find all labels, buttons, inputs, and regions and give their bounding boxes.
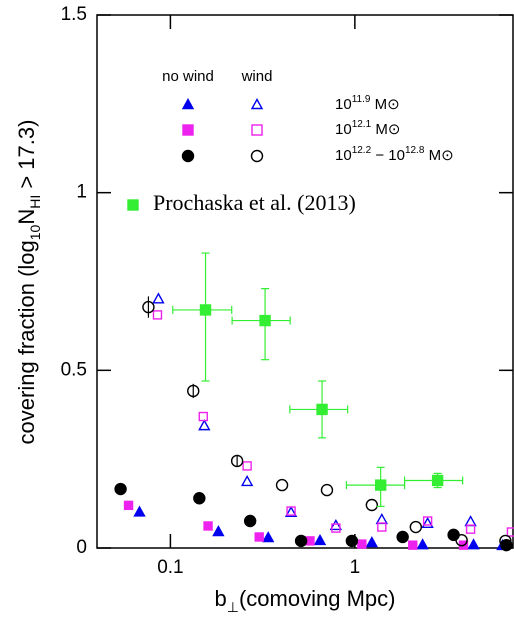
legend-row-label-part: 10 [335,96,352,113]
data-point [254,532,264,542]
data-point [377,522,387,532]
legend-row-label-part: M⊙ [370,96,399,113]
y-axis-label-part: N [14,209,39,225]
data-point [365,536,379,548]
legend-marker [181,98,195,110]
data-point [345,534,359,548]
data-point [447,528,460,542]
legend-column-label: no wind [162,68,214,85]
data-point [152,310,163,320]
legend-marker [127,199,139,211]
data-point [187,384,200,398]
data-point [275,478,289,492]
data-point [506,527,514,537]
data-point [365,498,379,512]
data-point [374,479,387,491]
data-point [396,530,409,544]
legend-marker [251,124,263,136]
legend-row-label: 1011.9 M⊙ [335,94,400,113]
y-tick-label: 0.5 [61,359,87,380]
data-point [455,533,468,547]
data-point [198,411,208,422]
legend-row-label-part: M⊙ [424,147,453,164]
legend-row-label-part: 12.1 [352,119,372,130]
data-point [284,505,298,518]
data-point [133,505,146,517]
plot-frame [96,14,514,549]
x-axis-label-part: ⊥ [227,599,239,615]
data-point [467,538,480,550]
y-axis-label-part: > 17.3) [14,120,39,195]
x-tick-label: 0.1 [157,557,183,578]
legend-row-label-part: 11.9 [352,94,371,105]
data-point [240,474,254,487]
legend-marker [250,98,264,110]
data-point [313,533,327,546]
legend-row-label-part: 12.8 [405,145,425,156]
data-point [123,500,134,511]
x-tick-label: 1 [350,557,361,578]
data-point [198,419,211,431]
data-point [409,520,423,534]
data-point [500,538,513,552]
y-tick-label: 1 [76,182,87,203]
data-point [242,461,252,471]
legend-marker [181,149,195,163]
data-point [259,314,271,327]
data-point [212,525,225,537]
x-axis-label: b⊥(comoving Mpc) [215,586,396,615]
data-point [499,534,512,548]
legend-label: Prochaska et al. (2013) [153,190,356,215]
data-point [230,454,244,468]
y-axis-label-part: HI [27,195,43,209]
data-point [243,514,257,528]
data-point [465,524,476,534]
data-point [203,521,213,531]
legend-row-label-part: 12.2 [352,145,372,156]
y-tick-label: 1.5 [61,4,87,25]
data-point [142,300,155,314]
y-axis-label-part: 10 [27,224,43,240]
data-point [286,506,296,516]
y-tick-label: 0 [76,537,87,558]
data-point [421,516,434,529]
x-axis-label-part: b [215,586,227,611]
x-axis-label-part: (comoving Mpc) [239,586,395,611]
data-point [262,531,275,543]
data-point [422,516,433,526]
legend-row-label-part: M⊙ [371,121,400,138]
data-point [114,482,127,496]
data-point [294,534,308,548]
y-axis-label: covering fraction (log10NHI > 17.3) [14,120,43,445]
legend-row-label: 1012.1 M⊙ [335,119,400,138]
data-point [416,538,429,550]
data-point [329,519,343,531]
legend-column-label: wind [241,68,273,85]
legend-row-label-part: − 10 [371,147,405,164]
data-point [431,474,444,487]
data-point [375,512,389,525]
legend-marker [250,149,264,163]
legend-row-label-part: 10 [335,147,352,164]
data-point [320,483,334,497]
data-point [331,523,341,533]
data-point [152,292,165,304]
legend-row-label-part: 10 [335,121,352,138]
y-axis-label-part: covering fraction (log [14,240,39,444]
data-point [193,492,206,505]
data-point [408,540,418,550]
data-point [316,403,328,416]
legend-marker [182,124,194,136]
data-point [199,304,212,316]
legend-row-label: 1012.2 − 1012.8 M⊙ [335,145,454,164]
data-point [357,539,367,549]
data-point [464,515,477,527]
